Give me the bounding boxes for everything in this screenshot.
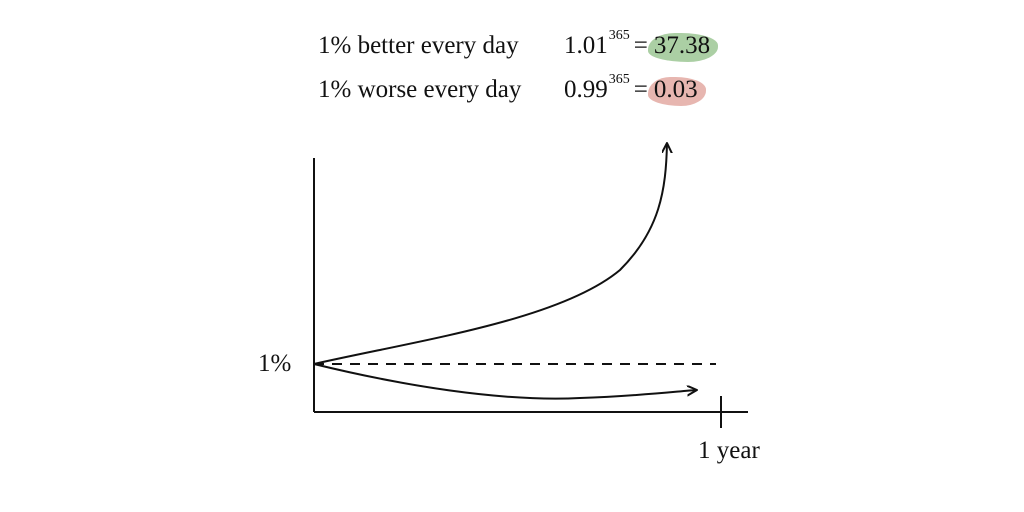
better-base-value: 1.01 [564, 32, 608, 59]
worse-equals-sign: = [633, 76, 648, 103]
better-equals-sign: = [633, 32, 648, 59]
better-exponent: 365 [608, 28, 630, 43]
worse-base-value: 0.99 [564, 76, 608, 103]
better-result-highlight: 37.38 [647, 32, 719, 62]
better-equation-row: 1% better every day 1.01 365 = 37.38 [318, 28, 719, 72]
x-axis-one-year-label: 1 year [698, 437, 760, 464]
y-axis-start-label: 1% [258, 350, 292, 377]
better-every-day-text: 1% better every day [318, 32, 519, 59]
worse-every-day-text: 1% worse every day [318, 76, 522, 103]
worse-result-highlight: 0.03 [647, 76, 706, 106]
worse-equation-row: 1% worse every day 0.99 365 = 0.03 [318, 72, 706, 116]
better-growth-curve [313, 143, 667, 365]
worse-decline-curve [313, 363, 697, 400]
worse-exponent: 365 [608, 72, 630, 87]
